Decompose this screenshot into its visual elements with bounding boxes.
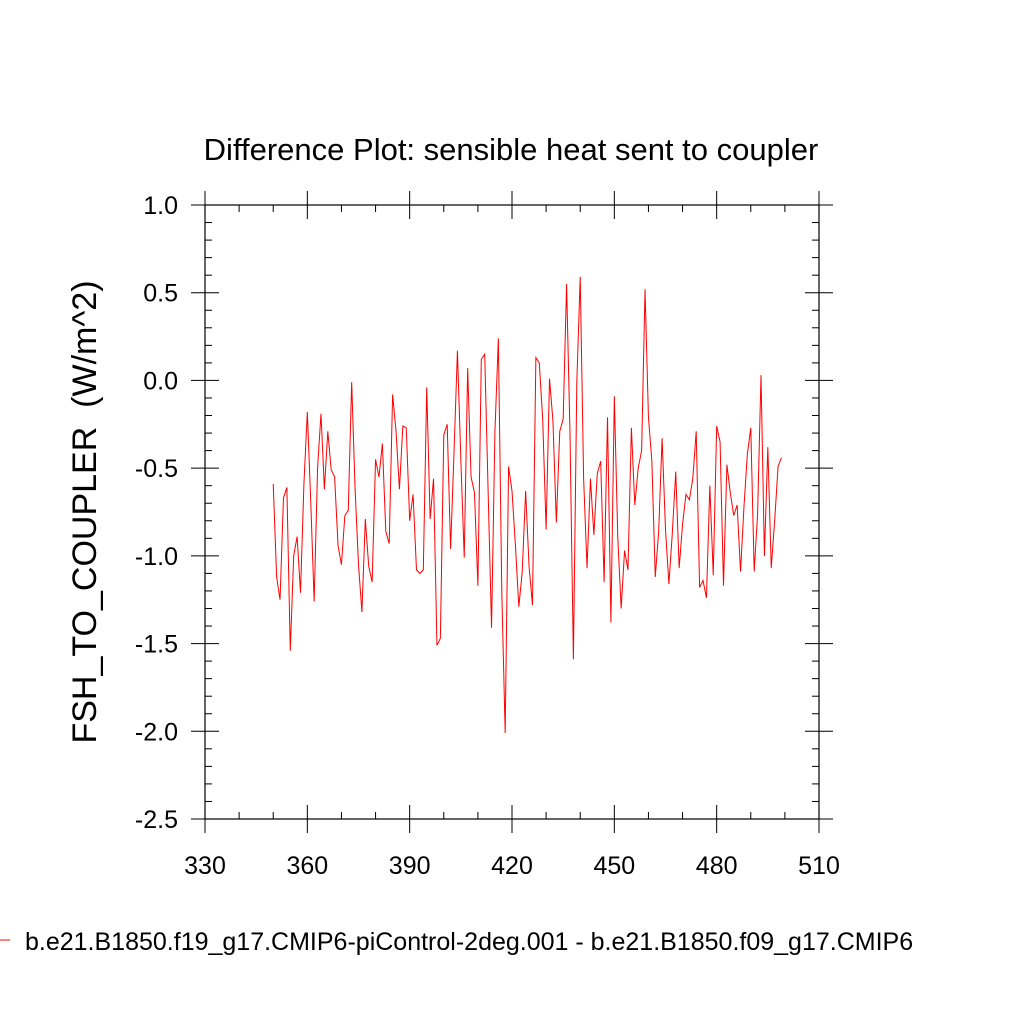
y-tick-label: -2.5 [135, 806, 178, 834]
x-axis-ticks [204, 191, 820, 833]
x-tick-label: 510 [798, 852, 840, 880]
x-tick-label: 480 [696, 852, 738, 880]
chart-title: Difference Plot: sensible heat sent to c… [204, 132, 819, 167]
y-tick-label: -2.0 [135, 718, 178, 746]
legend-label: b.e21.B1850.f19_g17.CMIP6-piControl-2deg… [25, 928, 913, 956]
legend: b.e21.B1850.f19_g17.CMIP6-piControl-2deg… [0, 928, 913, 956]
plot-area-frame [204, 204, 820, 820]
x-tick-label: 420 [491, 852, 533, 880]
y-axis-ticks [191, 204, 833, 820]
x-axis-tick-labels: 330 360 390 420 450 480 510 [184, 852, 840, 880]
x-tick-label: 330 [184, 852, 226, 880]
y-tick-label: 0.5 [143, 280, 178, 308]
x-tick-label: 390 [389, 852, 431, 880]
data-series-line [272, 276, 782, 734]
y-tick-label: -0.5 [135, 455, 178, 483]
y-tick-label: -1.0 [135, 543, 178, 571]
y-axis-tick-labels: 1.0 0.5 0.0 -0.5 -1.0 -1.5 -2.0 -2.5 [135, 192, 178, 834]
x-tick-label: 450 [593, 852, 635, 880]
y-tick-label: 1.0 [143, 192, 178, 220]
y-axis-label: FSH_TO_COUPLER (W/m^2) [66, 280, 104, 743]
y-tick-label: -1.5 [135, 631, 178, 659]
x-tick-label: 360 [286, 852, 328, 880]
y-tick-label: 0.0 [143, 367, 178, 395]
